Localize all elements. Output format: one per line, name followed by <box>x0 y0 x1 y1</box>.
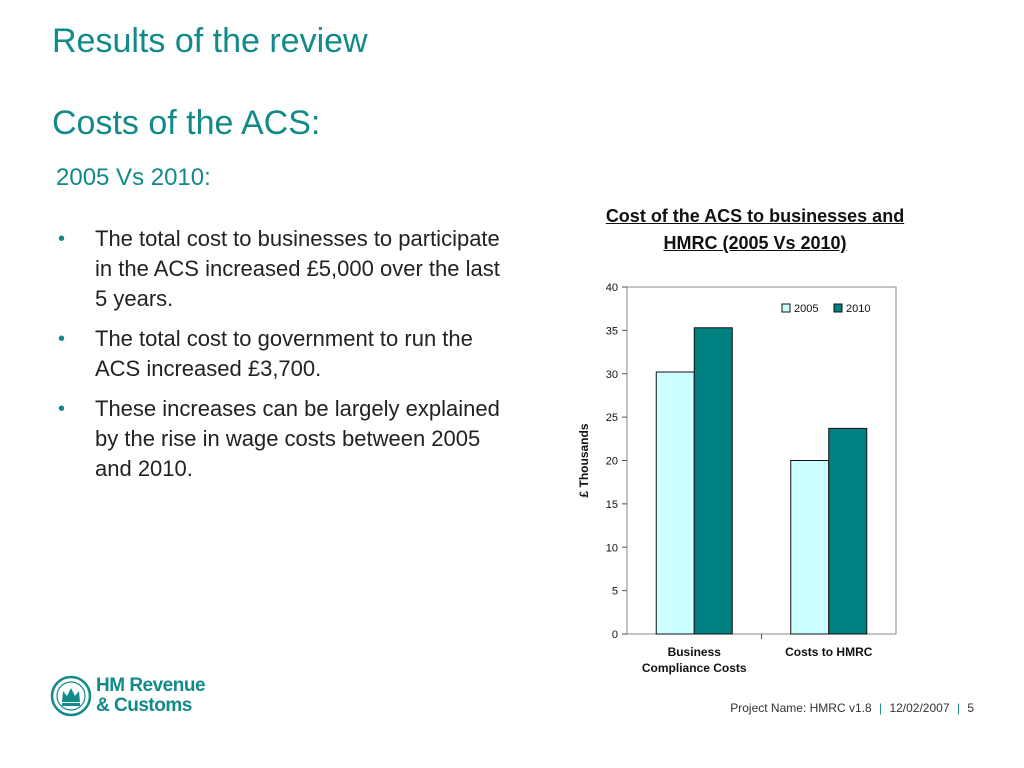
y-tick-label: 35 <box>606 325 618 337</box>
x-tick-label: Business <box>668 645 722 659</box>
bullet-list: • The total cost to businesses to partic… <box>58 224 508 494</box>
logo-line-2: & Customs <box>96 695 192 716</box>
bullet-item: • These increases can be largely explain… <box>58 394 508 484</box>
bar-2005 <box>790 460 830 635</box>
section-subheading: 2005 Vs 2010: <box>56 164 211 191</box>
legend-label: 2010 <box>846 303 870 315</box>
legend-swatch-2005 <box>781 303 791 313</box>
footer: Project Name: HMRC v1.8 | 12/02/2007 | 5 <box>730 701 974 715</box>
logo-line-1: HM Revenue <box>96 675 206 696</box>
footer-page-number: 5 <box>967 701 974 715</box>
y-tick-label: 40 <box>606 282 618 294</box>
x-tick-label: Costs to HMRC <box>785 645 873 659</box>
page-title: Results of the review <box>52 22 368 60</box>
bullet-text: The total cost to businesses to particip… <box>95 226 500 311</box>
logo-wordmark: HM Revenue & Customs <box>96 675 206 716</box>
y-tick-label: 30 <box>606 369 618 381</box>
x-tick-label: Compliance Costs <box>642 661 747 675</box>
section-subtitle: Costs of the ACS: <box>52 104 321 142</box>
y-tick-label: 10 <box>606 542 618 554</box>
chart-title: Cost of the ACS to businesses and HMRC (… <box>605 206 905 253</box>
footer-separator: | <box>878 701 883 715</box>
bullet-icon: • <box>58 328 66 350</box>
bar-2005 <box>655 371 695 635</box>
bullet-item: • The total cost to businesses to partic… <box>58 224 508 314</box>
bullet-text: The total cost to government to run the … <box>95 326 473 381</box>
y-tick-label: 0 <box>612 629 618 641</box>
y-tick-label: 15 <box>606 499 618 511</box>
footer-separator: | <box>956 701 960 715</box>
bullet-icon: • <box>58 398 66 420</box>
bullet-text: These increases can be largely explained… <box>95 396 500 481</box>
y-tick-label: 5 <box>612 586 618 598</box>
legend-swatch-2010 <box>833 303 843 313</box>
legend-label: 2005 <box>794 303 818 315</box>
y-tick-label: 25 <box>606 412 618 424</box>
crown-crest-icon <box>50 675 92 717</box>
y-axis-label: £ Thousands <box>577 423 591 497</box>
footer-project: Project Name: HMRC v1.8 <box>730 701 872 715</box>
hmrc-logo: HM Revenue & Customs <box>50 674 220 720</box>
bullet-item: • The total cost to government to run th… <box>58 324 508 384</box>
bar-chart: 0 5 10 15 20 25 30 35 40 £ Thousands Business Compl… <box>577 282 897 675</box>
y-tick-label: 20 <box>606 456 618 468</box>
bar-2010 <box>693 327 733 635</box>
footer-date: 12/02/2007 <box>889 701 950 715</box>
bar-2010 <box>828 427 868 635</box>
bullet-icon: • <box>58 228 66 250</box>
